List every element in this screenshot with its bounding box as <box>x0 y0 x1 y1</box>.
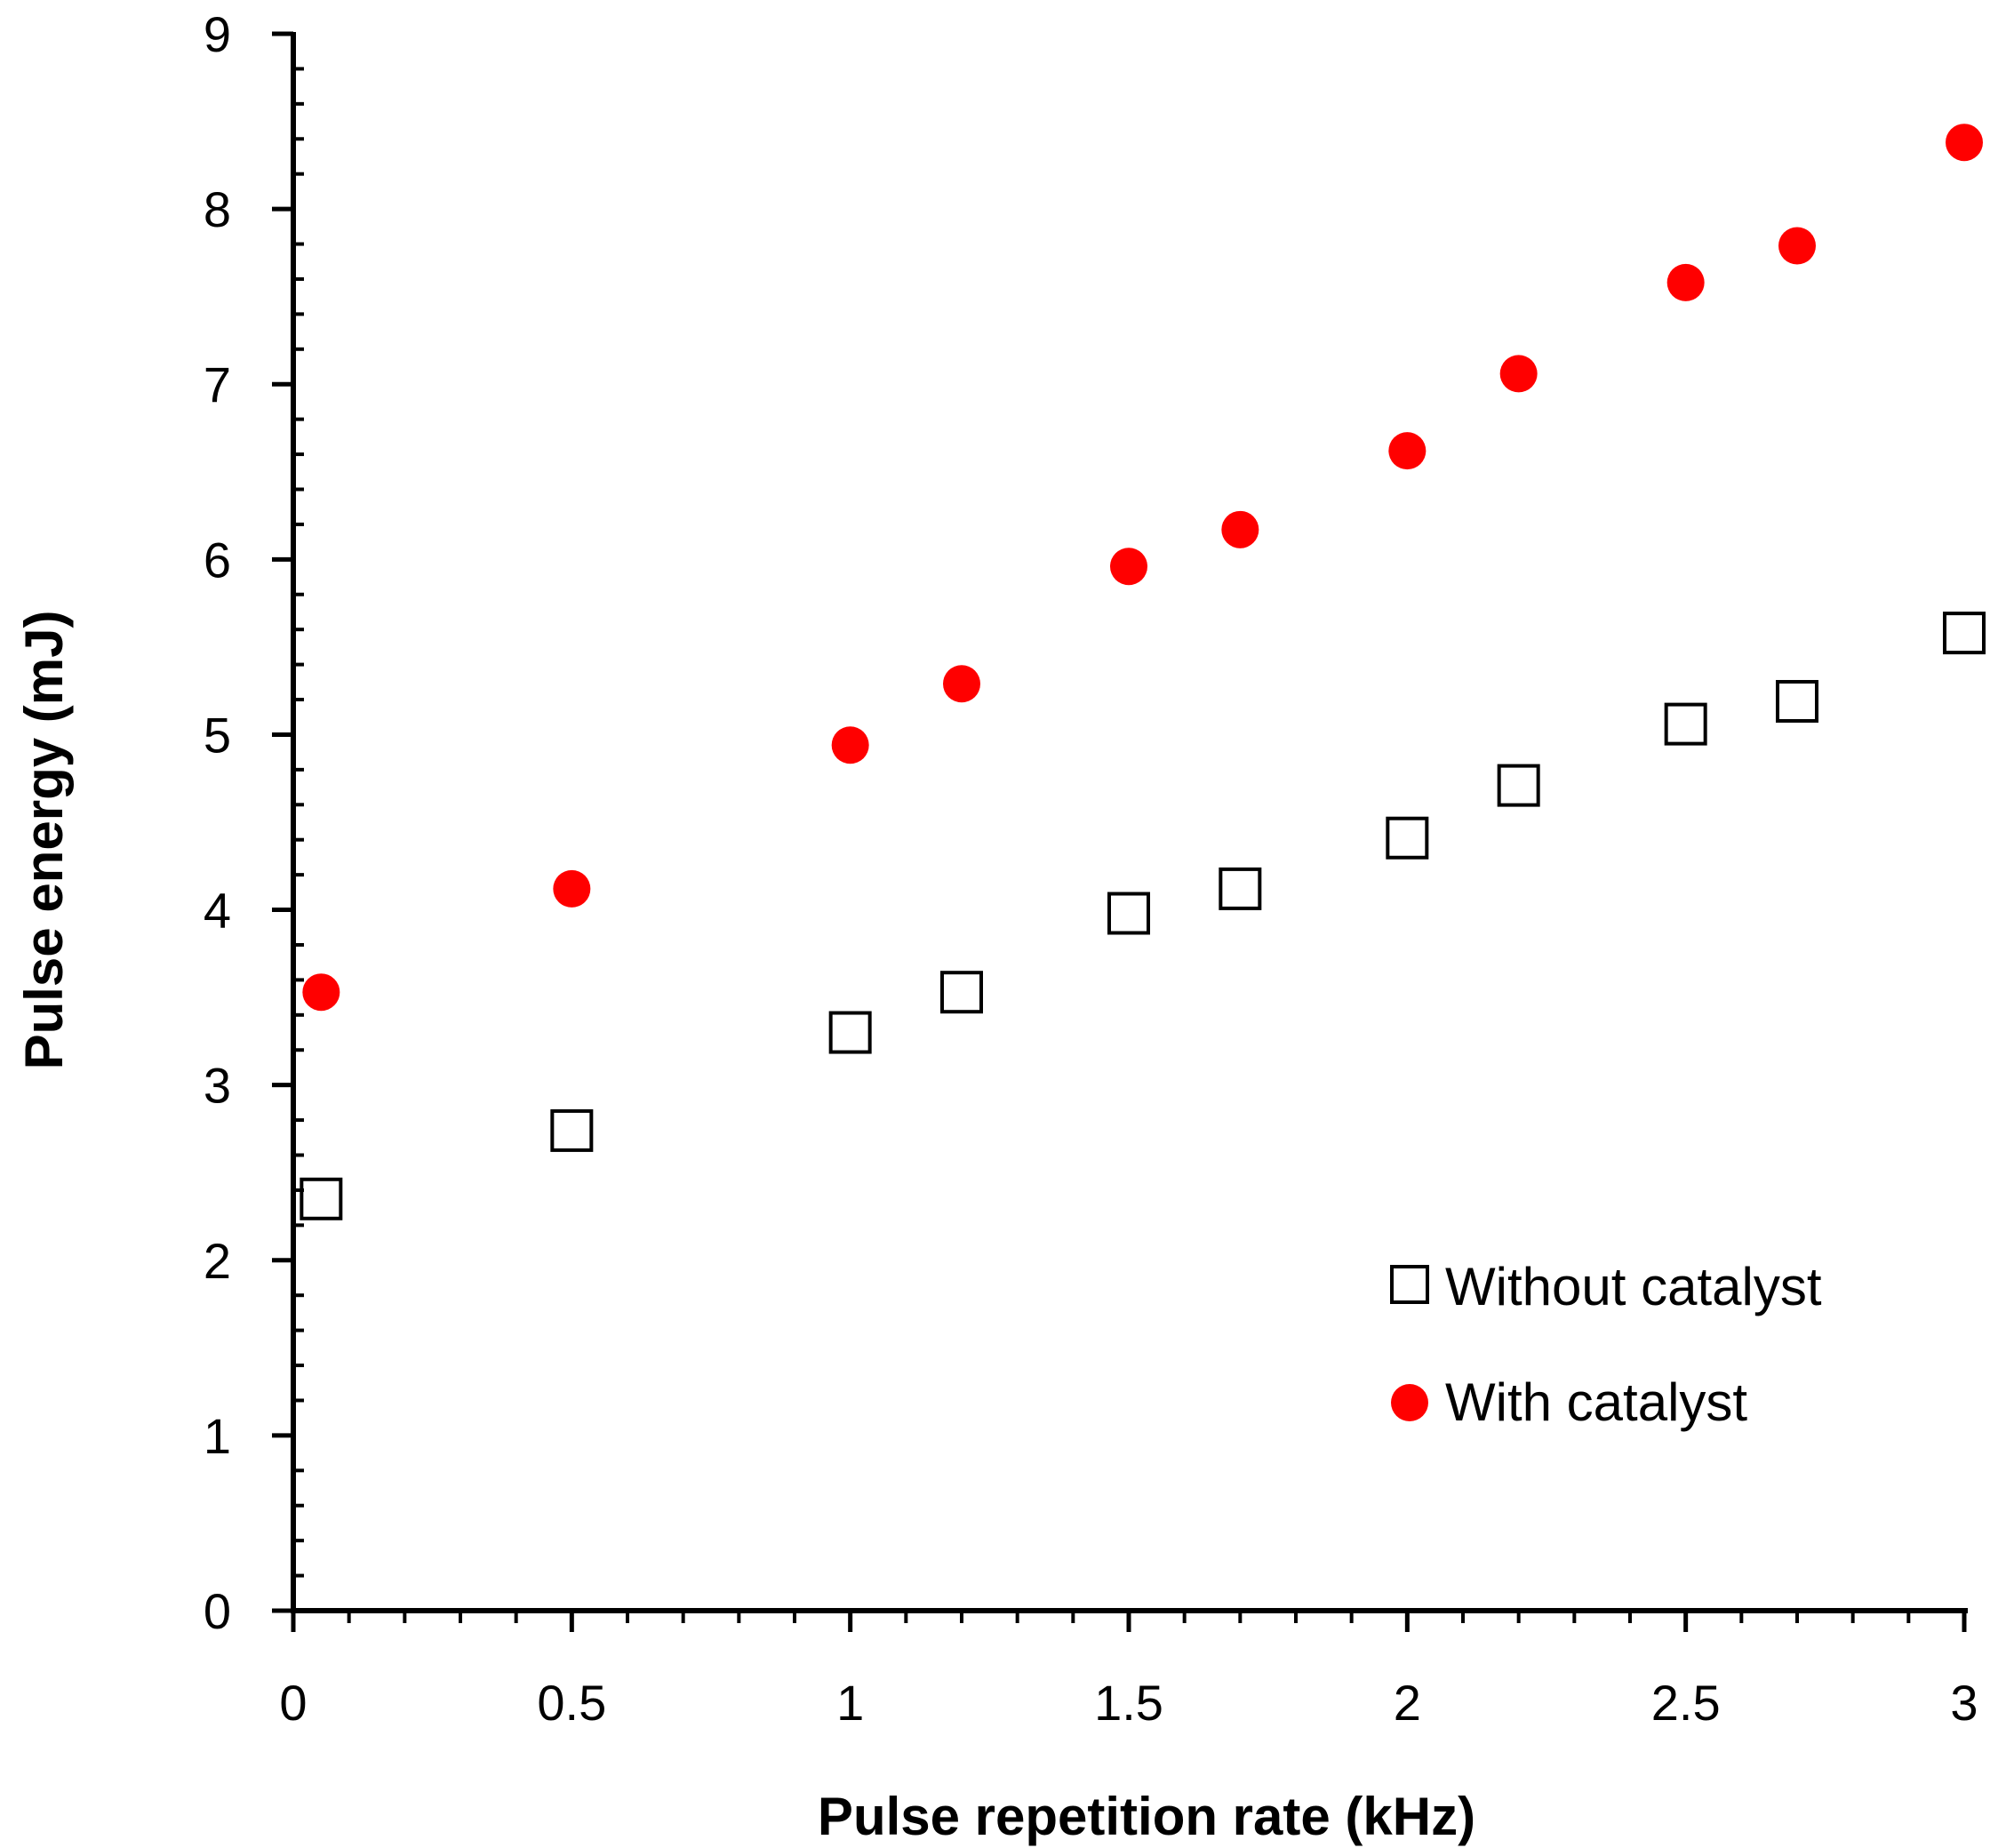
data-point-circle <box>1499 355 1538 393</box>
data-point-square <box>1776 679 1818 723</box>
data-point-circle <box>1666 263 1705 301</box>
series-layer <box>300 124 1986 1220</box>
legend-label-without-catalyst: Without catalyst <box>1445 1257 1822 1316</box>
x-tick-label: 0.5 <box>537 1675 606 1731</box>
data-point-circle <box>302 973 340 1012</box>
x-tick-label: 3 <box>1950 1675 1978 1731</box>
data-point-circle <box>1221 510 1259 548</box>
data-point-circle <box>1110 548 1147 586</box>
series-with-catalyst <box>302 124 1983 1012</box>
data-point-square <box>1107 892 1150 935</box>
legend-label-with-catalyst: With catalyst <box>1445 1372 1747 1432</box>
y-axis-title: Pulse energy (mJ) <box>14 611 74 1070</box>
legend: Without catalyst With catalyst <box>1390 1257 1822 1432</box>
legend-marker-with-catalyst <box>1391 1384 1428 1421</box>
y-tick-label: 1 <box>204 1408 231 1464</box>
x-tick-label: 1 <box>836 1675 864 1731</box>
data-point-square <box>940 971 983 1014</box>
x-axis-ticks: 0 0.5 1 1.5 2 2.5 3 <box>279 1611 1978 1731</box>
y-tick-label: 3 <box>204 1058 231 1114</box>
data-point-square <box>550 1108 594 1152</box>
y-tick-label: 0 <box>204 1583 231 1639</box>
x-axis-title: Pulse repetition rate (kHz) <box>818 1787 1475 1846</box>
x-tick-label: 2 <box>1394 1675 1421 1731</box>
y-tick-label: 2 <box>204 1233 231 1289</box>
data-point-circle <box>1388 432 1427 470</box>
x-tick-label: 1.5 <box>1094 1675 1163 1731</box>
data-point-square <box>828 1011 872 1054</box>
series-without-catalyst <box>300 612 1986 1220</box>
y-tick-label: 6 <box>204 532 231 588</box>
data-point-circle <box>553 869 591 908</box>
data-point-circle <box>943 665 980 703</box>
data-point-square <box>1497 764 1540 807</box>
y-tick-label: 4 <box>204 883 231 939</box>
legend-marker-without-catalyst <box>1390 1265 1429 1304</box>
data-point-square <box>1219 867 1262 910</box>
data-point-circle <box>1778 227 1816 265</box>
y-tick-label: 5 <box>204 707 231 763</box>
y-tick-label: 9 <box>204 6 231 62</box>
data-point-square <box>1386 816 1429 860</box>
data-point-circle <box>1946 124 1983 162</box>
data-point-square <box>300 1177 343 1220</box>
y-tick-label: 7 <box>204 356 231 412</box>
x-tick-label: 0 <box>279 1675 307 1731</box>
x-tick-label: 2.5 <box>1651 1675 1721 1731</box>
data-point-square <box>1943 612 1986 655</box>
y-axis-ticks: 0 1 2 3 4 5 6 7 8 9 <box>204 6 304 1639</box>
y-tick-label: 8 <box>204 181 231 237</box>
data-point-square <box>1664 702 1707 746</box>
data-point-circle <box>831 726 869 764</box>
